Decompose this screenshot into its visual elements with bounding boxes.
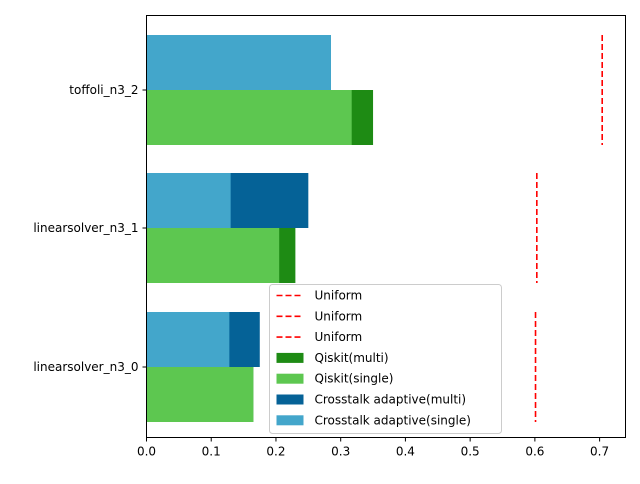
bar-crosstalk-adaptive-single--2 (146, 35, 331, 90)
bar-layer (146, 35, 374, 422)
y-tick-label: linearsolver_n3_1 (33, 221, 138, 235)
bar-crosstalk-adaptive-single--0 (146, 312, 230, 367)
legend-frame (269, 284, 502, 434)
legend-swatch (276, 394, 304, 405)
legend-label: Uniform (315, 330, 363, 344)
bar-crosstalk-adaptive-single--1 (146, 173, 231, 228)
x-tick-label: 0.0 (137, 445, 156, 459)
x-tick-label: 0.6 (525, 445, 544, 459)
bar-qiskit-single--1 (146, 228, 280, 283)
bar-qiskit-single--2 (146, 90, 352, 145)
legend-label: Crosstalk adaptive(single) (315, 413, 471, 427)
x-tick-label: 0.3 (331, 445, 350, 459)
legend-label: Uniform (315, 309, 363, 323)
x-tick-label: 0.5 (461, 445, 480, 459)
legend-swatch (276, 415, 304, 426)
legend-label: Uniform (315, 289, 363, 303)
plot-frame (146, 15, 626, 438)
legend-swatch (276, 373, 304, 384)
legend-label: Qiskit(multi) (315, 351, 389, 365)
x-tick-label: 0.1 (202, 445, 221, 459)
y-tick-label: linearsolver_n3_0 (33, 360, 138, 374)
y-axis: linearsolver_n3_0 linearsolver_n3_1 toffol… (33, 83, 147, 374)
legend-swatch (276, 352, 304, 363)
legend: Uniform Uniform Uniform Qiskit(multi) Qiskit… (269, 284, 502, 434)
legend-label: Crosstalk adaptive(multi) (315, 393, 467, 407)
y-tick-label: toffoli_n3_2 (69, 83, 138, 97)
legend-label: Qiskit(single) (315, 372, 394, 386)
bar-qiskit-single--0 (146, 367, 254, 422)
x-axis: 0.0 0.1 0.2 0.3 0.4 0.5 0.6 0.7 (137, 437, 609, 459)
reference-line-layer (534, 35, 603, 422)
x-tick-label: 0.2 (266, 445, 285, 459)
x-tick-label: 0.4 (396, 445, 415, 459)
x-tick-label: 0.7 (590, 445, 609, 459)
